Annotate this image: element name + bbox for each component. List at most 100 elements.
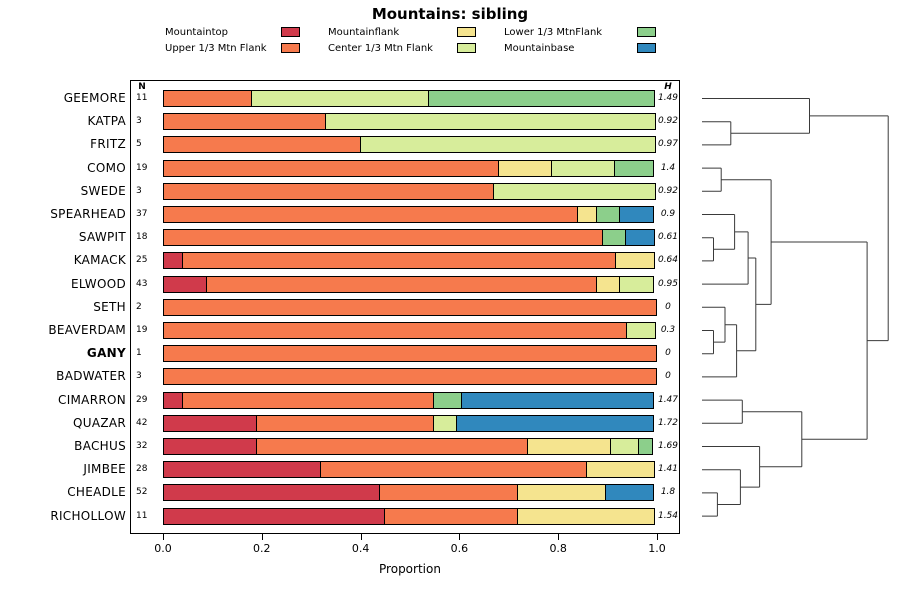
bar-segment bbox=[497, 159, 553, 177]
stacked-bar bbox=[163, 368, 657, 386]
row-label: BACHUS bbox=[74, 439, 126, 453]
legend-label: Lower 1/3 MtnFlank bbox=[504, 26, 603, 38]
stacked-bar bbox=[163, 391, 654, 409]
stacked-bar bbox=[163, 136, 656, 154]
bar-segment bbox=[626, 322, 656, 339]
bar-segment bbox=[609, 438, 640, 455]
bar-segment bbox=[320, 461, 587, 479]
stacked-bar bbox=[163, 182, 656, 200]
bar-segment bbox=[492, 182, 656, 200]
legend-item: Lower 1/3 MtnFlank bbox=[504, 26, 656, 38]
legend: Mountaintop Mountainflank Lower 1/3 MtnFla… bbox=[165, 26, 656, 54]
h-value: 0.61 bbox=[657, 232, 679, 243]
bar-segment bbox=[615, 252, 655, 270]
bar-segment bbox=[619, 275, 654, 293]
x-axis-tick-label: 0.6 bbox=[450, 542, 469, 555]
stacked-bar bbox=[163, 252, 655, 270]
bar-segment bbox=[625, 229, 655, 247]
x-axis-tick bbox=[261, 534, 263, 540]
bar-segment bbox=[619, 206, 654, 223]
bar-segment bbox=[585, 461, 655, 479]
x-axis-tick bbox=[163, 534, 164, 540]
legend-swatch bbox=[457, 27, 476, 37]
n-value: 3 bbox=[136, 185, 142, 196]
bar-segment bbox=[384, 507, 518, 525]
legend-swatch bbox=[281, 43, 300, 53]
stacked-bar bbox=[163, 159, 654, 177]
row-label: RICHOLLOW bbox=[50, 508, 126, 523]
row-label: GANY bbox=[86, 346, 126, 361]
h-value: 0.97 bbox=[657, 139, 679, 150]
bar-segment bbox=[595, 275, 621, 293]
h-value: 0.64 bbox=[657, 255, 679, 266]
n-value: 42 bbox=[136, 417, 148, 428]
dendrogram bbox=[702, 98, 889, 517]
n-column-header: N bbox=[138, 82, 146, 92]
bar-segment bbox=[163, 368, 657, 386]
bar-segment bbox=[255, 438, 528, 455]
stacked-bar bbox=[163, 438, 653, 455]
bar-segment bbox=[163, 345, 657, 363]
h-value: 1.47 bbox=[657, 394, 679, 405]
row-label: KAMACK bbox=[73, 253, 126, 268]
h-value: 1.4 bbox=[660, 162, 676, 173]
stacked-bar bbox=[163, 206, 654, 223]
h-value: 0.3 bbox=[660, 325, 676, 335]
h-value: 0.9 bbox=[660, 209, 676, 219]
bar-segment bbox=[163, 136, 361, 154]
h-value: 1.8 bbox=[660, 487, 676, 498]
bar-segment bbox=[250, 90, 429, 107]
chart-title: Mountains: sibling bbox=[371, 5, 529, 23]
bar-segment bbox=[604, 484, 654, 502]
stacked-bar bbox=[163, 113, 656, 131]
bar-segment bbox=[163, 414, 257, 432]
row-label: ELWOOD bbox=[71, 276, 126, 291]
h-value: 0.92 bbox=[657, 185, 679, 196]
n-value: 37 bbox=[136, 209, 148, 219]
bar-segment bbox=[551, 159, 616, 177]
legend-swatch bbox=[637, 27, 656, 37]
x-axis-tick-label: 0.2 bbox=[253, 542, 271, 555]
stacked-bar bbox=[163, 275, 654, 293]
dendrogram-link bbox=[702, 98, 889, 517]
bar-segment bbox=[181, 391, 434, 409]
n-value: 11 bbox=[136, 93, 148, 103]
stacked-bar bbox=[163, 345, 657, 363]
legend-item: Upper 1/3 Mtn Flank bbox=[165, 42, 300, 54]
row-label: FRITZ bbox=[90, 137, 126, 152]
bar-segment bbox=[461, 391, 654, 409]
bar-segment bbox=[181, 252, 617, 270]
bar-segment bbox=[325, 113, 656, 131]
bar-segment bbox=[163, 275, 208, 293]
legend-label: Mountaintop bbox=[165, 26, 228, 38]
bar-segment bbox=[163, 252, 183, 270]
n-value: 11 bbox=[136, 510, 148, 521]
row-label: GEEMORE bbox=[63, 91, 126, 105]
bar-segment bbox=[163, 484, 381, 502]
row-label: BEAVERDAM bbox=[48, 323, 126, 337]
row-label: SWEDE bbox=[80, 183, 126, 198]
n-value: 25 bbox=[136, 255, 148, 266]
bar-segment bbox=[163, 159, 499, 177]
bar-segment bbox=[163, 229, 603, 247]
row-label: CHEADLE bbox=[67, 485, 126, 500]
n-value: 3 bbox=[136, 371, 142, 382]
bar-segment bbox=[163, 438, 257, 455]
legend-label: Mountainbase bbox=[504, 42, 575, 54]
row-label: JIMBEE bbox=[83, 462, 126, 477]
bar-segment bbox=[638, 438, 653, 455]
stacked-bar bbox=[163, 298, 657, 316]
h-value: 0 bbox=[665, 348, 671, 359]
bar-segment bbox=[163, 391, 183, 409]
n-value: 1 bbox=[136, 348, 142, 359]
h-value: 0.95 bbox=[657, 278, 679, 289]
h-column-header: H bbox=[664, 82, 672, 92]
h-value: 1.54 bbox=[657, 510, 679, 521]
n-value: 52 bbox=[136, 487, 148, 498]
n-value: 43 bbox=[136, 278, 148, 289]
bar-segment bbox=[456, 414, 654, 432]
h-value: 1.69 bbox=[657, 441, 679, 451]
n-value: 19 bbox=[136, 162, 148, 173]
bar-segment bbox=[595, 206, 621, 223]
n-value: 29 bbox=[136, 394, 148, 405]
